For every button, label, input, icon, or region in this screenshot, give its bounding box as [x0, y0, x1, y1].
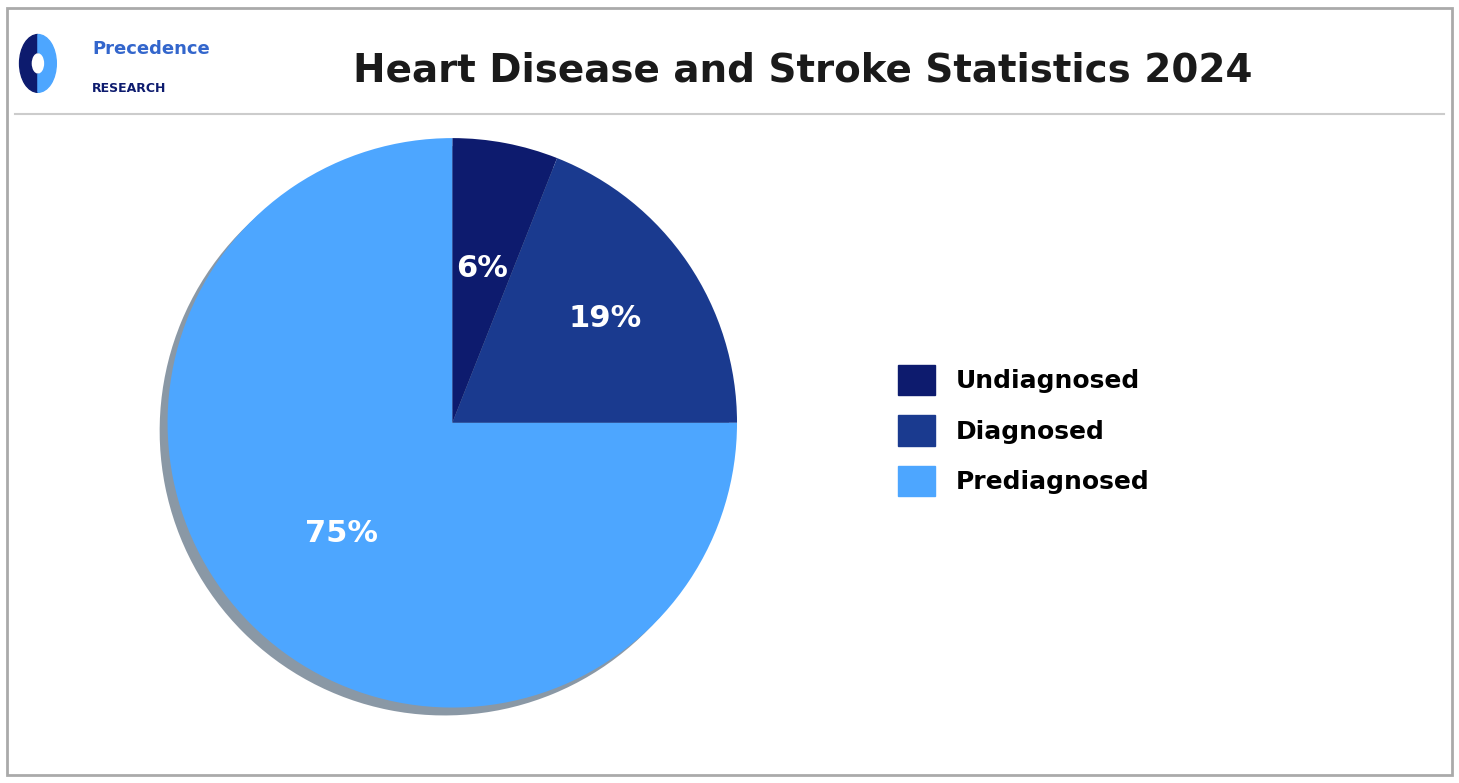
Text: Precedence: Precedence	[92, 40, 210, 57]
Text: 6%: 6%	[455, 254, 508, 283]
Wedge shape	[168, 138, 737, 708]
Text: 19%: 19%	[569, 305, 642, 334]
Wedge shape	[38, 34, 57, 92]
Text: RESEARCH: RESEARCH	[92, 82, 166, 96]
Wedge shape	[452, 138, 557, 423]
Wedge shape	[19, 34, 38, 92]
Text: 75%: 75%	[305, 519, 378, 548]
Wedge shape	[452, 158, 737, 423]
Legend: Undiagnosed, Diagnosed, Prediagnosed: Undiagnosed, Diagnosed, Prediagnosed	[889, 355, 1158, 507]
Text: Heart Disease and Stroke Statistics 2024: Heart Disease and Stroke Statistics 2024	[353, 52, 1252, 89]
